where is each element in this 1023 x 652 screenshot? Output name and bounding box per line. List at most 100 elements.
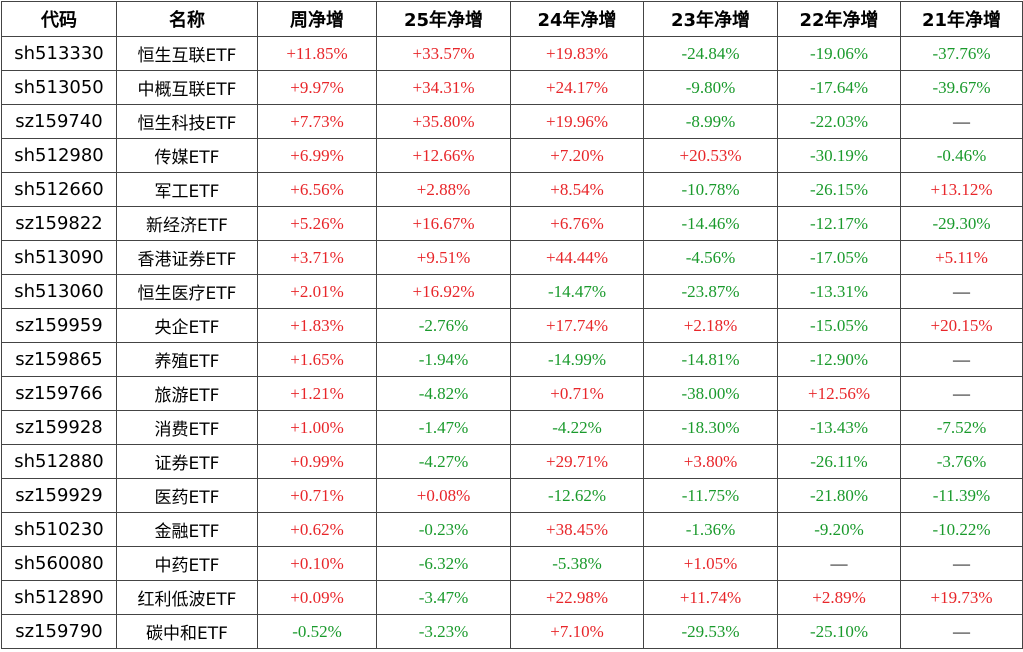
change-cell: +19.73% (900, 580, 1023, 615)
change-cell: -39.67% (900, 70, 1023, 105)
change-cell: +0.62% (257, 512, 377, 547)
table-row: sz159822 新经济ETF +5.26% +16.67% +6.76% -14.46%… (1, 206, 1023, 241)
change-cell: +5.11% (900, 240, 1023, 275)
fund-name: 碳中和ETF (116, 614, 258, 649)
change-cell: -37.76% (900, 36, 1023, 71)
fund-code: sh512980 (1, 138, 117, 173)
change-cell: -3.47% (376, 580, 511, 615)
change-cell: -11.75% (643, 478, 778, 513)
fund-code: sh512880 (1, 444, 117, 479)
fund-code: sz159790 (1, 614, 117, 649)
change-cell: +7.10% (510, 614, 644, 649)
change-cell: +2.01% (257, 274, 377, 309)
change-cell: -26.11% (777, 444, 901, 479)
fund-code: sh513090 (1, 240, 117, 275)
change-cell: -17.05% (777, 240, 901, 275)
table-row: sh513330 恒生互联ETF +11.85% +33.57% +19.83% -24.… (1, 36, 1023, 71)
change-cell: +44.44% (510, 240, 644, 275)
fund-name: 养殖ETF (116, 342, 258, 377)
table-row: sh513050 中概互联ETF +9.97% +34.31% +24.17% -9.80… (1, 70, 1023, 105)
change-cell: -10.22% (900, 512, 1023, 547)
change-cell: +5.26% (257, 206, 377, 241)
fund-code: sh513050 (1, 70, 117, 105)
change-cell: +7.20% (510, 138, 644, 173)
fund-code: sh512660 (1, 172, 117, 207)
change-cell: -1.47% (376, 410, 511, 445)
change-cell: +2.89% (777, 580, 901, 615)
change-cell: -24.84% (643, 36, 778, 71)
change-cell: +11.85% (257, 36, 377, 71)
fund-code: sh512890 (1, 580, 117, 615)
change-cell: +3.71% (257, 240, 377, 275)
fund-name: 恒生互联ETF (116, 36, 258, 71)
change-cell: -8.99% (643, 104, 778, 139)
fund-code: sz159865 (1, 342, 117, 377)
change-cell: -3.76% (900, 444, 1023, 479)
change-cell: -14.47% (510, 274, 644, 309)
change-cell: -23.87% (643, 274, 778, 309)
change-cell: +11.74% (643, 580, 778, 615)
change-cell: — (900, 274, 1023, 309)
change-cell: -2.76% (376, 308, 511, 343)
change-cell: — (900, 104, 1023, 139)
fund-name: 证券ETF (116, 444, 258, 479)
change-cell: +2.18% (643, 308, 778, 343)
table-row: sh512890 红利低波ETF +0.09% -3.47% +22.98% +11.74… (1, 580, 1023, 615)
table-row: sh510230 金融ETF +0.62% -0.23% +38.45% -1.36% -9… (1, 512, 1023, 547)
table-row: sz159928 消费ETF +1.00% -1.47% -4.22% -18.30% -1… (1, 410, 1023, 445)
fund-code: sh513330 (1, 36, 117, 71)
table-body: sh513330 恒生互联ETF +11.85% +33.57% +19.83% -24.… (1, 36, 1023, 649)
change-cell: +0.71% (510, 376, 644, 411)
change-cell: +6.56% (257, 172, 377, 207)
change-cell: +19.83% (510, 36, 644, 71)
fund-name: 旅游ETF (116, 376, 258, 411)
change-cell: +34.31% (376, 70, 511, 105)
change-cell: -12.90% (777, 342, 901, 377)
change-cell: +0.99% (257, 444, 377, 479)
change-cell: -3.23% (376, 614, 511, 649)
change-cell: -7.52% (900, 410, 1023, 445)
table-row: sz159959 央企ETF +1.83% -2.76% +17.74% +2.18% -1… (1, 308, 1023, 343)
change-cell: +17.74% (510, 308, 644, 343)
change-cell: -14.99% (510, 342, 644, 377)
change-cell: -29.30% (900, 206, 1023, 241)
table-row: sz159790 碳中和ETF -0.52% -3.23% +7.10% -29.53% -… (1, 614, 1023, 649)
change-cell: -6.32% (376, 546, 511, 581)
change-cell: -14.46% (643, 206, 778, 241)
change-cell: — (777, 546, 901, 581)
fund-name: 医药ETF (116, 478, 258, 513)
fund-code: sz159928 (1, 410, 117, 445)
change-cell: -14.81% (643, 342, 778, 377)
table-row: sh512980 传媒ETF +6.99% +12.66% +7.20% +20.53% -… (1, 138, 1023, 173)
change-cell: +12.56% (777, 376, 901, 411)
change-cell: +35.80% (376, 104, 511, 139)
change-cell: +16.67% (376, 206, 511, 241)
change-cell: +1.65% (257, 342, 377, 377)
change-cell: +20.15% (900, 308, 1023, 343)
change-cell: — (900, 546, 1023, 581)
fund-name: 传媒ETF (116, 138, 258, 173)
change-cell: +8.54% (510, 172, 644, 207)
change-cell: +38.45% (510, 512, 644, 547)
change-cell: -4.22% (510, 410, 644, 445)
fund-name: 消费ETF (116, 410, 258, 445)
change-cell: -26.15% (777, 172, 901, 207)
table-row: sh513090 香港证券ETF +3.71% +9.51% +44.44% -4.56%… (1, 240, 1023, 275)
change-cell: -12.62% (510, 478, 644, 513)
change-cell: +2.88% (376, 172, 511, 207)
fund-name: 中概互联ETF (116, 70, 258, 105)
fund-code: sh513060 (1, 274, 117, 309)
change-cell: +12.66% (376, 138, 511, 173)
change-cell: -0.23% (376, 512, 511, 547)
change-cell: -10.78% (643, 172, 778, 207)
change-cell: +20.53% (643, 138, 778, 173)
change-cell: -1.36% (643, 512, 778, 547)
change-cell: — (900, 614, 1023, 649)
column-header: 21年净增 (900, 1, 1023, 37)
fund-name: 红利低波ETF (116, 580, 258, 615)
column-header: 25年净增 (376, 1, 511, 37)
change-cell: +0.71% (257, 478, 377, 513)
table-row: sh560080 中药ETF +0.10% -6.32% -5.38% +1.05% — — (1, 546, 1023, 581)
change-cell: +9.51% (376, 240, 511, 275)
